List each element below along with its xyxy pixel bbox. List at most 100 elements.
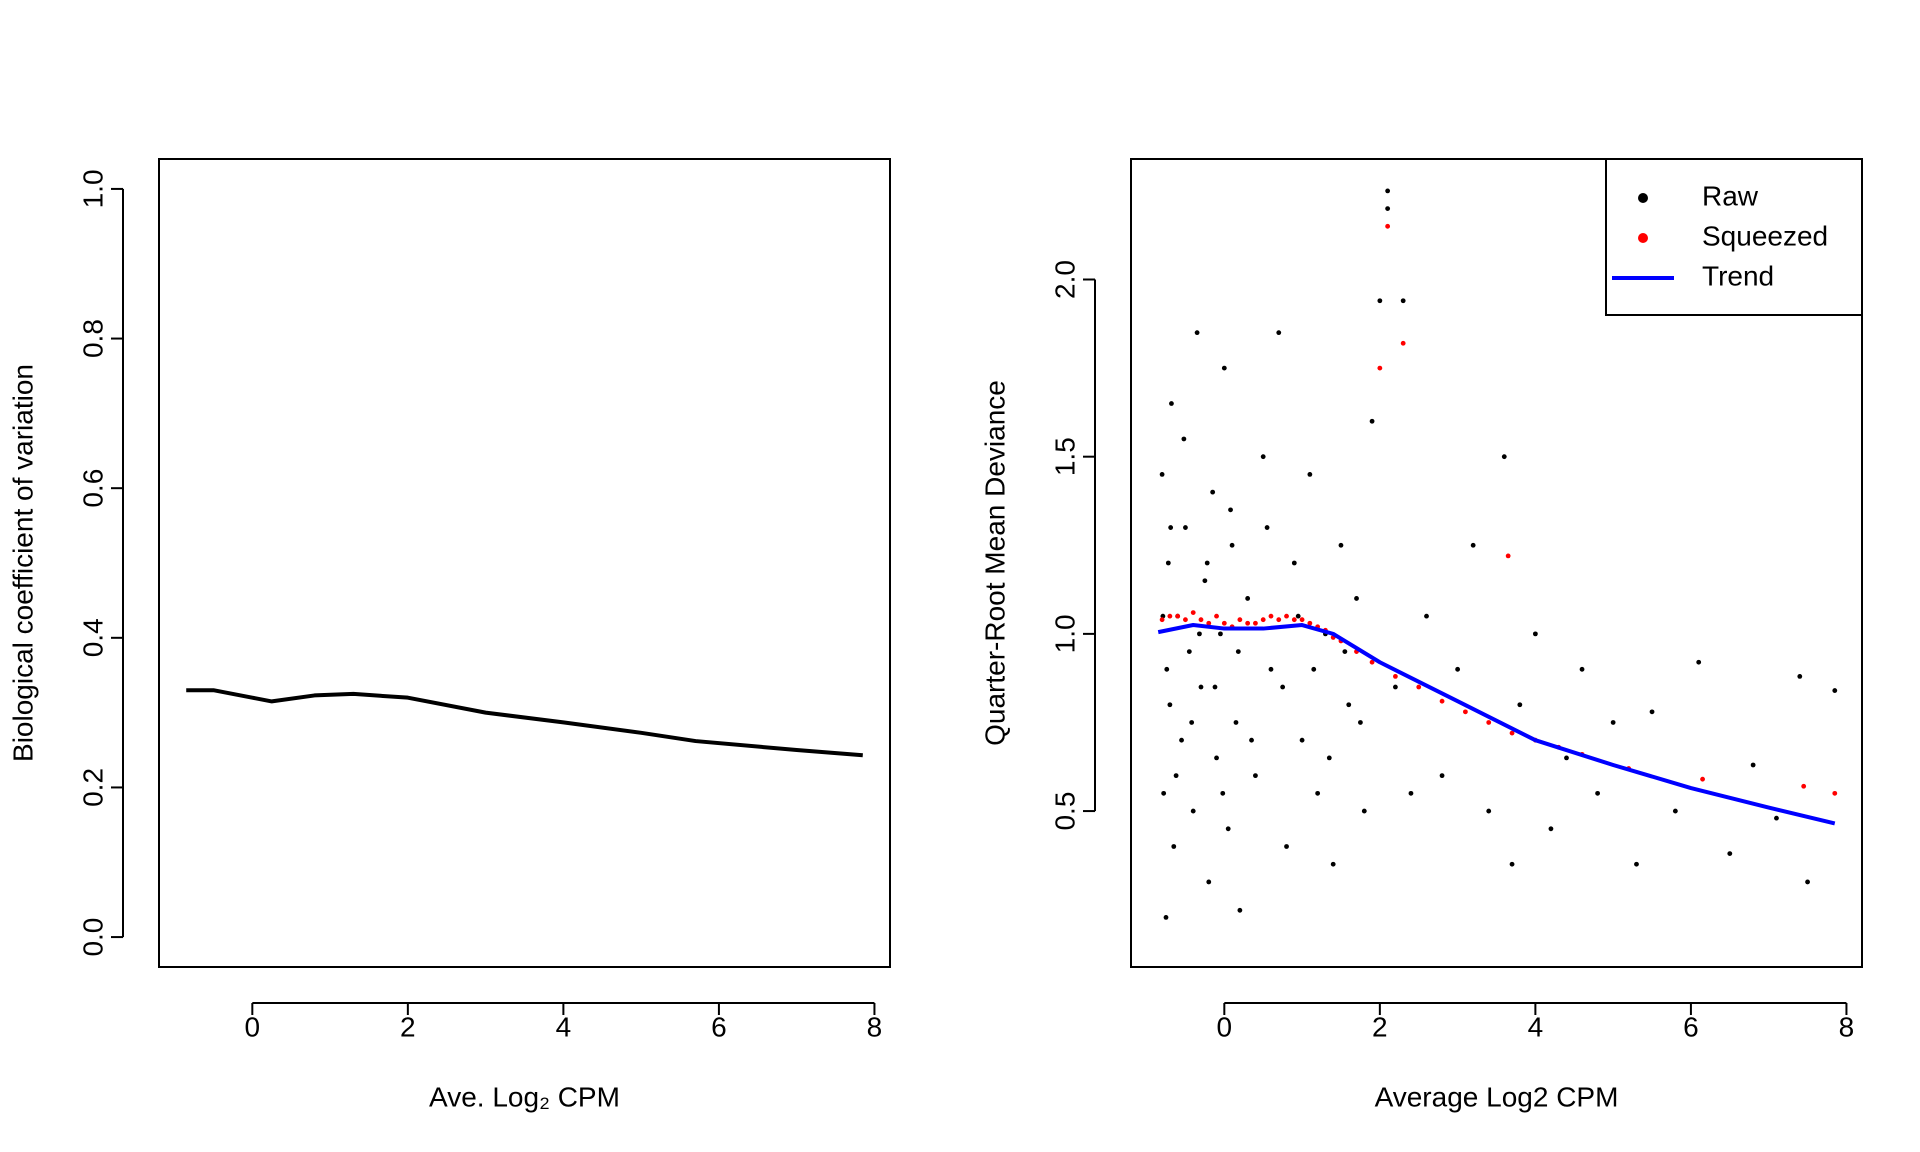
x-tick-label: 2	[1372, 1011, 1388, 1042]
data-point	[1801, 783, 1807, 789]
x-tick-label: 6	[1683, 1011, 1699, 1042]
data-point	[1805, 879, 1810, 885]
x-tick-label: 4	[1528, 1011, 1544, 1042]
y-tick-label: 0.2	[77, 768, 108, 807]
data-point	[1361, 808, 1367, 814]
data-point	[1330, 861, 1336, 867]
x-tick-label: 8	[867, 1011, 883, 1042]
x-tick-label: 4	[556, 1011, 572, 1042]
data-point	[1832, 688, 1838, 693]
y-tick-label: 1.0	[77, 169, 108, 208]
data-point	[1204, 560, 1210, 566]
data-point	[1268, 613, 1274, 619]
data-point	[1159, 472, 1165, 477]
data-point	[1307, 620, 1313, 626]
data-point	[1797, 674, 1803, 679]
data-point	[1253, 620, 1258, 626]
data-point	[1291, 617, 1297, 623]
data-point	[1264, 525, 1270, 530]
data-point	[1159, 617, 1165, 623]
data-point	[1181, 436, 1187, 442]
data-point	[1245, 620, 1251, 626]
data-point	[1276, 330, 1282, 336]
data-point	[1229, 542, 1235, 548]
data-line	[1157, 623, 1836, 826]
data-point	[1183, 617, 1188, 623]
data-point	[1165, 560, 1171, 566]
x-axis-label: Ave. Log₂ CPM	[429, 1081, 620, 1112]
data-point	[1505, 553, 1511, 559]
data-point	[1168, 525, 1174, 530]
y-tick-label: 0.6	[77, 469, 108, 508]
data-point	[1237, 907, 1243, 913]
data-point	[1186, 649, 1192, 654]
data-point	[1173, 773, 1179, 779]
y-tick-label: 1.5	[1049, 437, 1080, 476]
data-point	[1369, 659, 1375, 665]
y-tick-label: 0.5	[1049, 792, 1080, 831]
data-point	[1400, 298, 1406, 304]
data-point	[1164, 666, 1170, 672]
data-point	[1197, 631, 1202, 637]
data-point	[1214, 755, 1219, 761]
plot-frame	[1130, 158, 1863, 968]
data-point	[1220, 790, 1226, 796]
legend-box	[1605, 158, 1863, 316]
data-point	[1206, 620, 1212, 626]
x-tick-label: 2	[400, 1011, 416, 1042]
data-point	[1235, 649, 1241, 654]
legend-label: Squeezed	[1702, 220, 1828, 251]
data-point	[1501, 454, 1507, 460]
y-tick-label: 1.0	[1049, 614, 1080, 653]
x-tick-label: 8	[1839, 1011, 1855, 1042]
data-point	[1307, 472, 1313, 477]
data-point	[1649, 709, 1655, 715]
y-tick-label: 0.4	[77, 618, 108, 657]
data-point	[1206, 879, 1212, 885]
data-point	[1214, 613, 1219, 619]
data-point	[1194, 330, 1200, 336]
data-point	[1369, 418, 1375, 424]
data-point	[1385, 188, 1391, 194]
data-point	[1486, 808, 1492, 814]
data-point	[1183, 525, 1188, 530]
data-point	[1284, 613, 1289, 619]
data-point	[1696, 659, 1702, 665]
data-point	[1634, 861, 1639, 867]
data-point	[1358, 720, 1363, 725]
data-point	[1161, 790, 1167, 796]
data-point	[1416, 684, 1422, 690]
legend-swatch	[1638, 193, 1648, 203]
data-point	[1268, 666, 1274, 672]
data-point	[1672, 808, 1678, 814]
data-point	[1354, 596, 1359, 601]
data-point	[1280, 684, 1286, 690]
data-point	[1439, 773, 1445, 779]
data-point	[1393, 684, 1398, 690]
data-point	[1276, 617, 1282, 623]
data-point	[1163, 914, 1169, 920]
data-point	[1212, 684, 1218, 690]
y-axis-label: Quarter-Root Mean Deviance	[979, 380, 1010, 746]
data-point	[1326, 755, 1332, 761]
data-point	[1233, 720, 1239, 725]
data-point	[1171, 844, 1177, 849]
data-point	[1548, 826, 1554, 832]
data-point	[1245, 596, 1251, 601]
data-point	[1190, 808, 1196, 814]
data-point	[1338, 542, 1344, 548]
data-point	[1595, 790, 1600, 796]
x-tick-label: 0	[245, 1011, 261, 1042]
data-point	[1579, 666, 1585, 672]
data-point	[1190, 610, 1196, 616]
x-tick-label: 0	[1217, 1011, 1233, 1042]
data-point	[1198, 684, 1204, 690]
data-point	[1439, 698, 1445, 704]
data-point	[1311, 666, 1317, 672]
data-point	[1424, 613, 1429, 619]
y-axis-label: Biological coefficient of variation	[7, 364, 38, 762]
data-point	[1509, 861, 1515, 867]
data-point	[1210, 489, 1216, 495]
data-point	[1225, 826, 1231, 832]
